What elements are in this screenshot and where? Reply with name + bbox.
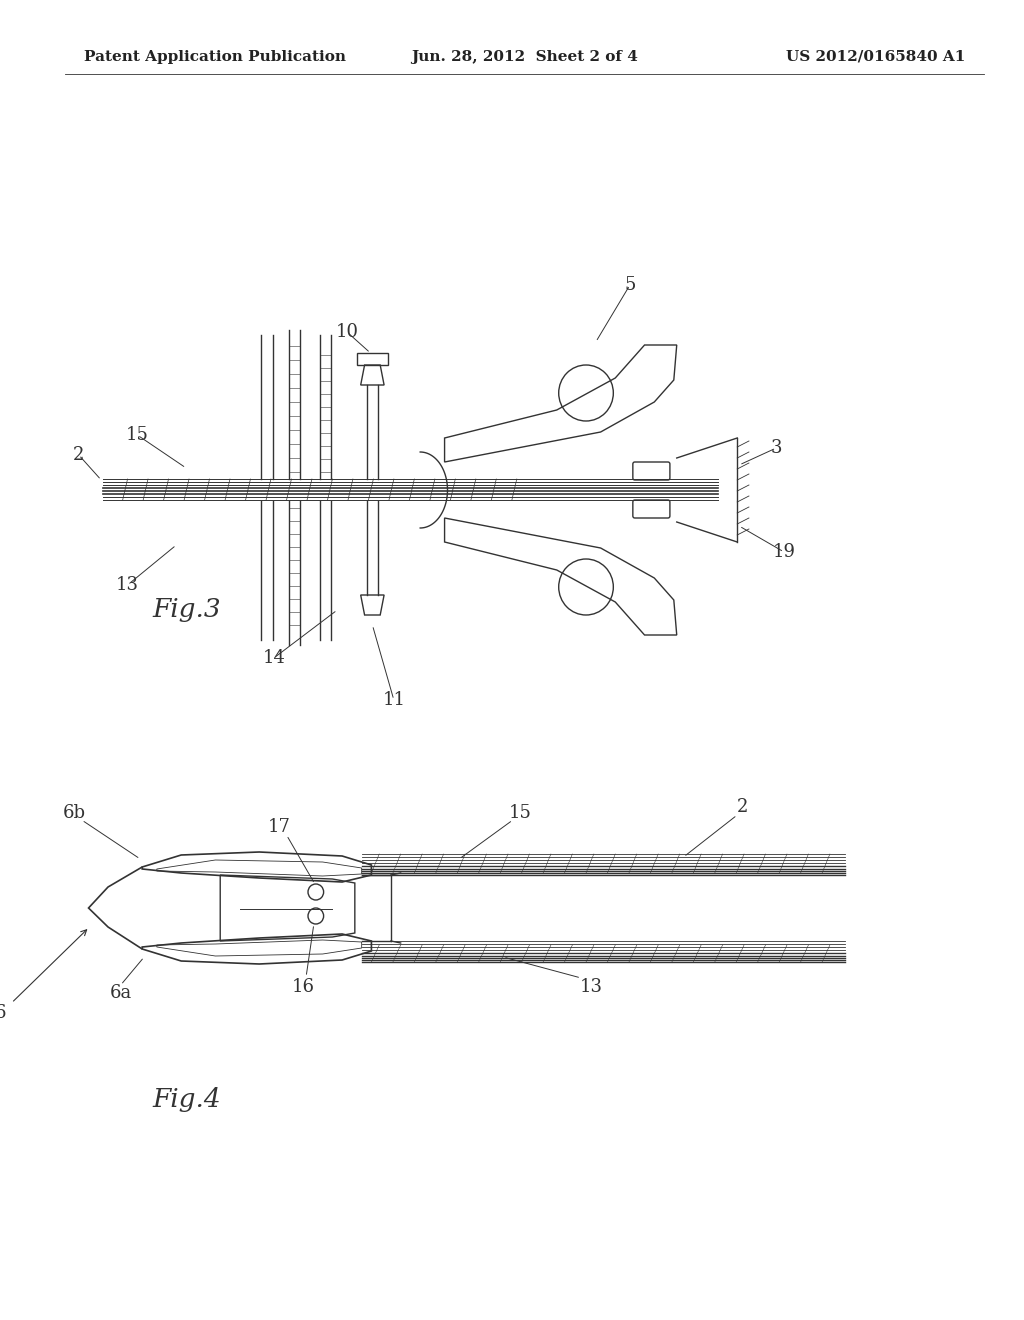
Text: Patent Application Publication: Patent Application Publication	[84, 50, 346, 63]
Text: 6: 6	[0, 1005, 6, 1022]
Text: 16: 16	[292, 978, 314, 997]
Text: 3: 3	[770, 440, 782, 457]
Text: Fig.4: Fig.4	[152, 1088, 220, 1113]
Text: 15: 15	[126, 426, 148, 444]
Text: Jun. 28, 2012  Sheet 2 of 4: Jun. 28, 2012 Sheet 2 of 4	[411, 50, 638, 63]
Text: 15: 15	[509, 804, 532, 822]
Text: 6a: 6a	[110, 983, 132, 1002]
Text: 19: 19	[772, 543, 796, 561]
Text: 13: 13	[116, 576, 139, 594]
Text: 13: 13	[580, 978, 602, 997]
Text: 2: 2	[73, 446, 84, 465]
Text: 6b: 6b	[62, 804, 85, 822]
Text: US 2012/0165840 A1: US 2012/0165840 A1	[786, 50, 966, 63]
Text: 17: 17	[267, 818, 290, 836]
Text: 5: 5	[625, 276, 636, 294]
Text: 2: 2	[736, 799, 748, 816]
Text: 10: 10	[336, 323, 358, 341]
Text: 11: 11	[382, 690, 406, 709]
Text: Fig.3: Fig.3	[152, 598, 220, 623]
Text: 14: 14	[262, 649, 286, 667]
